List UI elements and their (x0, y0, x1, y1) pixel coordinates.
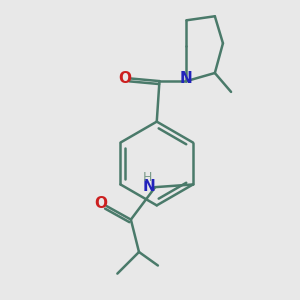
Text: N: N (180, 71, 193, 86)
Text: O: O (95, 196, 108, 211)
Text: O: O (118, 71, 131, 86)
Text: H: H (143, 171, 152, 184)
Text: N: N (142, 179, 155, 194)
